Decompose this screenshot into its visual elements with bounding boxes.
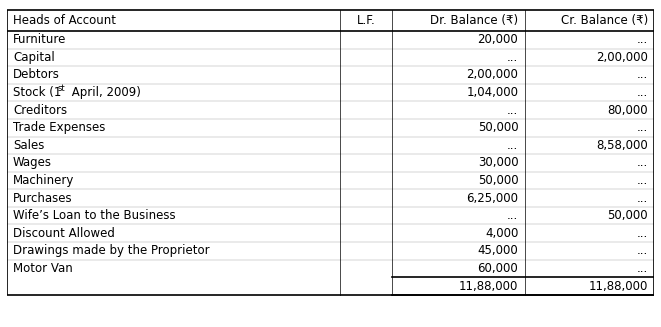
Text: ...: ... bbox=[637, 33, 648, 46]
Text: Drawings made by the Proprietor: Drawings made by the Proprietor bbox=[13, 244, 210, 257]
Text: ...: ... bbox=[637, 68, 648, 81]
Text: 11,88,000: 11,88,000 bbox=[588, 280, 648, 293]
Text: Creditors: Creditors bbox=[13, 104, 67, 117]
Text: 50,000: 50,000 bbox=[478, 174, 518, 187]
Text: ...: ... bbox=[637, 86, 648, 99]
Text: Capital: Capital bbox=[13, 51, 55, 64]
Text: 20,000: 20,000 bbox=[478, 33, 518, 46]
Text: 6,25,000: 6,25,000 bbox=[467, 192, 518, 204]
Text: Discount Allowed: Discount Allowed bbox=[13, 227, 115, 240]
Text: Furniture: Furniture bbox=[13, 33, 67, 46]
Text: Purchases: Purchases bbox=[13, 192, 73, 204]
Text: Wife’s Loan to the Business: Wife’s Loan to the Business bbox=[13, 209, 176, 222]
Text: Wages: Wages bbox=[13, 156, 52, 169]
Text: L.F.: L.F. bbox=[357, 14, 375, 27]
Text: 50,000: 50,000 bbox=[478, 121, 518, 134]
Text: 50,000: 50,000 bbox=[607, 209, 648, 222]
Text: Stock (1: Stock (1 bbox=[13, 86, 61, 99]
Text: 30,000: 30,000 bbox=[478, 156, 518, 169]
Text: 2,00,000: 2,00,000 bbox=[596, 51, 648, 64]
Text: Heads of Account: Heads of Account bbox=[13, 14, 116, 27]
Text: ...: ... bbox=[637, 156, 648, 169]
Text: 2,00,000: 2,00,000 bbox=[467, 68, 518, 81]
Text: 60,000: 60,000 bbox=[478, 262, 518, 275]
Text: Trade Expenses: Trade Expenses bbox=[13, 121, 106, 134]
Text: ...: ... bbox=[507, 51, 518, 64]
Text: ...: ... bbox=[507, 139, 518, 152]
Text: Dr. Balance (₹): Dr. Balance (₹) bbox=[430, 14, 518, 27]
Text: ...: ... bbox=[507, 104, 518, 117]
Text: 45,000: 45,000 bbox=[478, 244, 518, 257]
Text: Machinery: Machinery bbox=[13, 174, 75, 187]
Text: 1,04,000: 1,04,000 bbox=[467, 86, 518, 99]
Text: ...: ... bbox=[637, 244, 648, 257]
Text: ...: ... bbox=[637, 121, 648, 134]
Text: April, 2009): April, 2009) bbox=[68, 86, 141, 99]
Text: ...: ... bbox=[637, 174, 648, 187]
Text: ...: ... bbox=[637, 227, 648, 240]
Text: ...: ... bbox=[637, 192, 648, 204]
Text: 8,58,000: 8,58,000 bbox=[596, 139, 648, 152]
Text: Cr. Balance (₹): Cr. Balance (₹) bbox=[561, 14, 648, 27]
Text: 80,000: 80,000 bbox=[607, 104, 648, 117]
Text: st: st bbox=[57, 84, 65, 93]
Text: ...: ... bbox=[637, 262, 648, 275]
Text: Motor Van: Motor Van bbox=[13, 262, 73, 275]
Text: Debtors: Debtors bbox=[13, 68, 60, 81]
Text: 4,000: 4,000 bbox=[485, 227, 518, 240]
Text: 11,88,000: 11,88,000 bbox=[459, 280, 518, 293]
Text: ...: ... bbox=[507, 209, 518, 222]
Text: Sales: Sales bbox=[13, 139, 44, 152]
